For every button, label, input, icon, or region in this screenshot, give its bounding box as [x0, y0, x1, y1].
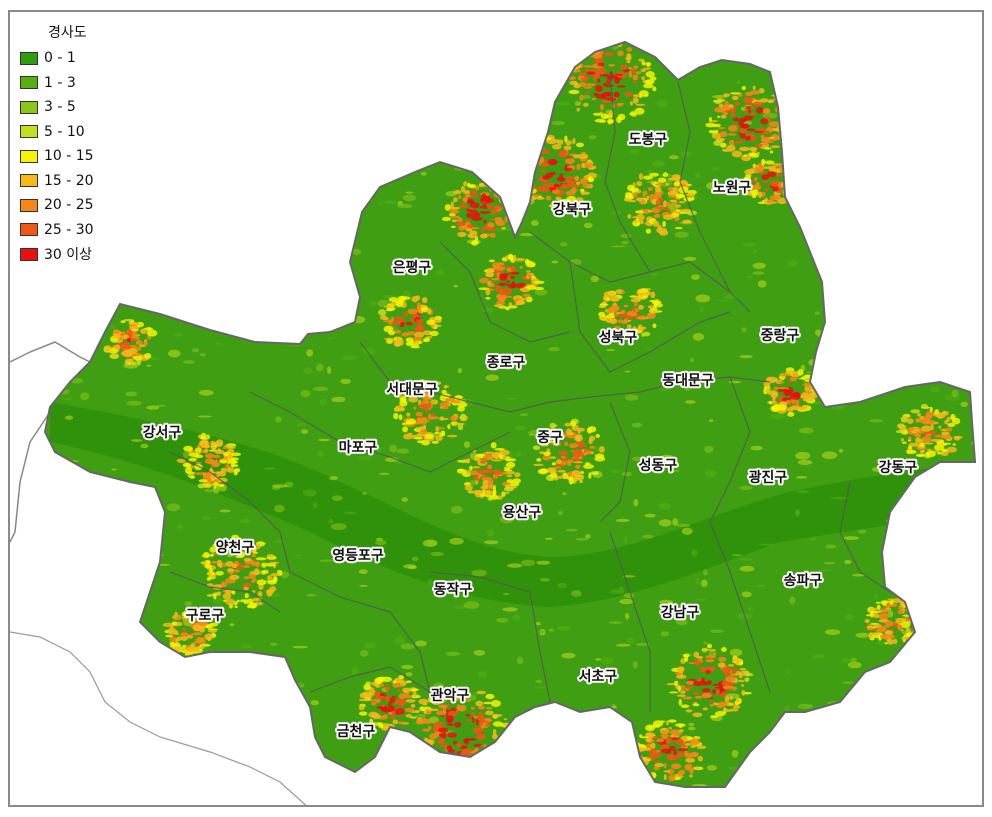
district-label-seongdong: 성동구	[639, 458, 678, 474]
district-label-jongno: 종로구	[487, 355, 526, 371]
legend-label: 3 - 5	[44, 99, 76, 116]
district-label-seocho: 서초구	[579, 669, 618, 685]
legend-item: 1 - 3	[20, 71, 94, 96]
legend-item: 30 이상	[20, 242, 94, 267]
legend-label: 15 - 20	[44, 172, 94, 189]
district-label-songpa: 송파구	[784, 573, 823, 589]
district-label-dongjak: 동작구	[434, 581, 473, 598]
legend-swatch	[20, 125, 38, 139]
district-labels: 도봉구 노원구 강북구 은평구 성북구 중랑구 종로구 서대문구 동대문구 강서…	[141, 130, 920, 742]
legend-items: 0 - 1 1 - 3 3 - 5 5 - 10 10 - 15 15 - 20 20 - …	[20, 46, 94, 267]
district-boundary-line	[839, 481, 891, 593]
district-label-yangcheon: 양천구	[216, 540, 255, 556]
district-boundary-line	[249, 391, 511, 473]
district-boundary-line	[709, 376, 751, 523]
district-boundary-line	[604, 71, 651, 273]
district-label-mapo: 마포구	[339, 440, 378, 456]
district-label-gangseo: 강서구	[143, 424, 182, 441]
legend-swatch	[20, 198, 38, 212]
district-label-gangbuk: 강북구	[553, 201, 592, 218]
outside-boundary	[10, 631, 307, 805]
district-boundary-line	[429, 571, 551, 703]
district-boundary-line	[609, 531, 651, 712]
legend-item: 10 - 15	[20, 144, 94, 169]
legend-item: 15 - 20	[20, 169, 94, 194]
legend-swatch	[20, 100, 38, 114]
district-label-gwanak: 관악구	[431, 687, 470, 704]
district-label-nowon: 노원구	[713, 180, 752, 196]
legend-label: 20 - 25	[44, 197, 94, 214]
legend-item: 0 - 1	[20, 46, 94, 71]
district-label-gangdong: 강동구	[879, 459, 918, 476]
district-boundary-line	[169, 451, 291, 573]
legend-item: 20 - 25	[20, 193, 94, 218]
seoul-slope-map: 도봉구 노원구 강북구 은평구 성북구 중랑구 종로구 서대문구 동대문구 강서…	[10, 40, 977, 805]
district-label-gangnam: 강남구	[661, 604, 700, 621]
district-label-jung: 중구	[537, 430, 563, 446]
district-label-jungnang: 중랑구	[761, 328, 800, 344]
legend-swatch	[20, 51, 38, 65]
district-label-yongsan: 용산구	[503, 504, 542, 521]
legend-swatch	[20, 149, 38, 163]
district-label-eunpyeong: 은평구	[393, 259, 432, 276]
city-outline	[43, 40, 977, 788]
map-frame: 경사도 0 - 1 1 - 3 3 - 5 5 - 10 10 - 15 15 - 20 2…	[8, 10, 984, 807]
district-label-seodaemun: 서대문구	[386, 382, 438, 398]
legend-title: 경사도	[48, 25, 87, 41]
district-boundary-line	[309, 666, 431, 693]
district-boundary-line	[289, 571, 431, 693]
district-label-dongdaemun: 동대문구	[662, 373, 714, 389]
legend-swatch	[20, 247, 38, 261]
district-label-dobong: 도봉구	[629, 132, 668, 148]
district-label-gwangjin: 광진구	[749, 469, 788, 486]
legend-label: 0 - 1	[44, 50, 76, 67]
district-label-seongbuk: 성북구	[599, 330, 638, 346]
district-boundary-line	[439, 241, 571, 343]
legend-label: 25 - 30	[44, 221, 94, 238]
district-boundary-line	[709, 521, 771, 693]
legend-swatch	[20, 174, 38, 188]
district-label-geumcheon: 금천구	[337, 724, 376, 740]
legend-label: 1 - 3	[44, 74, 76, 91]
legend-label: 30 이상	[44, 247, 93, 264]
district-boundaries	[169, 71, 891, 712]
legend-item: 3 - 5	[20, 95, 94, 120]
legend-label: 5 - 10	[44, 123, 85, 140]
legend-swatch	[20, 76, 38, 90]
district-label-yeongdeungpo: 영등포구	[332, 547, 384, 564]
legend-swatch	[20, 223, 38, 237]
city-area	[43, 40, 977, 788]
legend: 경사도 0 - 1 1 - 3 3 - 5 5 - 10 10 - 15 15 - 20 2…	[20, 22, 94, 267]
district-label-guro: 구로구	[186, 608, 225, 624]
district-boundary-line	[599, 401, 631, 523]
legend-item: 25 - 30	[20, 218, 94, 243]
district-boundary-line	[359, 341, 511, 413]
legend-item: 5 - 10	[20, 120, 94, 145]
district-boundary-line	[677, 81, 731, 293]
district-boundary-line	[569, 261, 731, 373]
legend-label: 10 - 15	[44, 148, 94, 165]
district-boundary-line	[169, 571, 281, 613]
slope-texture	[45, 42, 975, 787]
